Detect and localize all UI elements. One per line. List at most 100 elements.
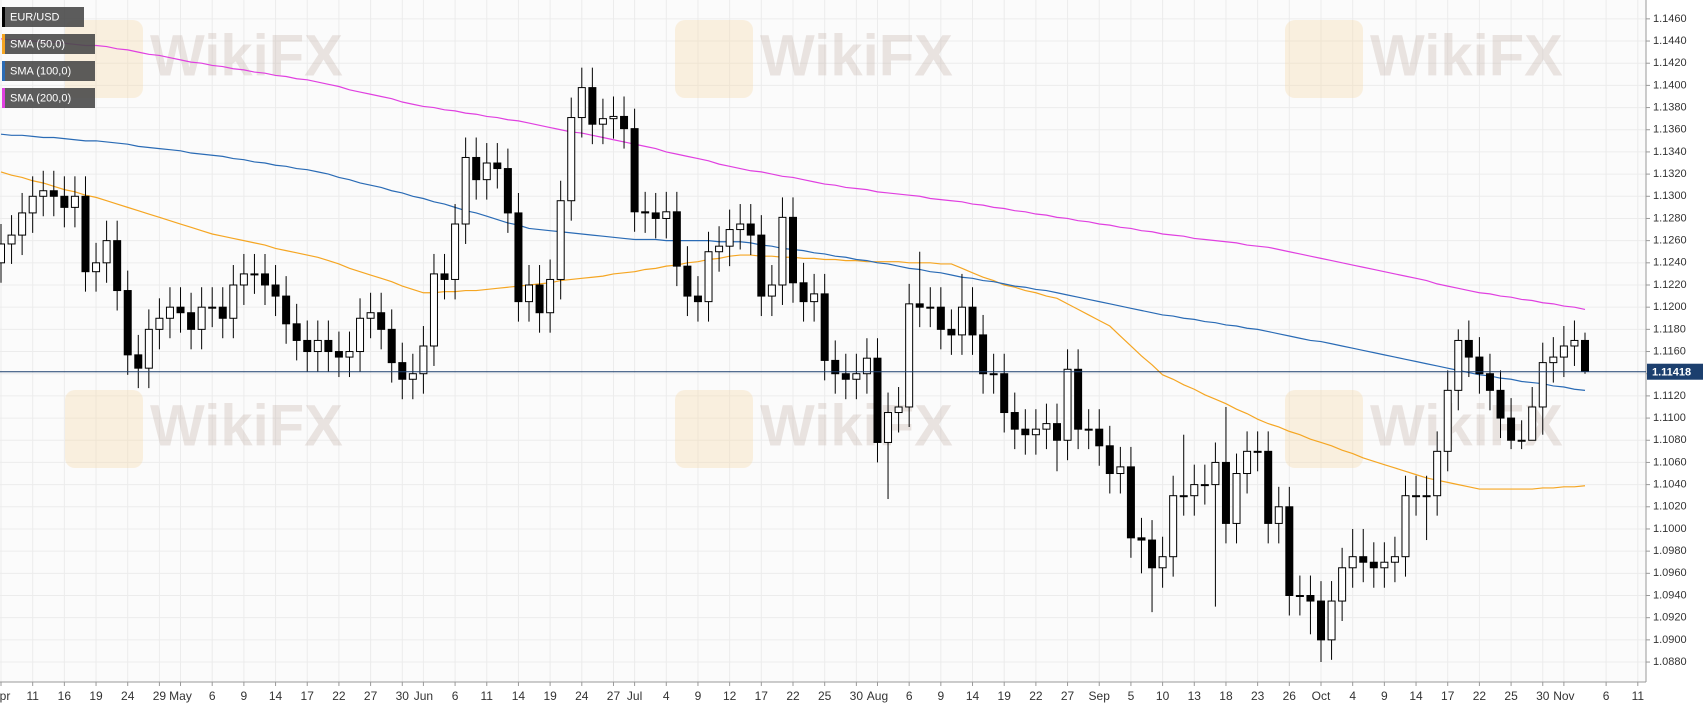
candle-body (408, 373, 417, 380)
candle-body (1380, 561, 1389, 569)
candle-body (419, 345, 428, 375)
candle-body (546, 278, 555, 314)
candle-body (1454, 339, 1463, 391)
x-tick-label: 4 (1349, 689, 1356, 703)
candle-body (197, 306, 206, 330)
candle-body (1105, 445, 1114, 475)
candle-body (683, 265, 692, 297)
x-tick-label: 22 (786, 689, 800, 703)
legend-box (2, 61, 95, 81)
watermark: WikiFX (150, 23, 343, 88)
candle-body (1443, 389, 1452, 452)
candle-body (271, 284, 280, 297)
candle-body (841, 373, 850, 380)
candle-body (1570, 339, 1579, 347)
candle-body (377, 312, 386, 330)
x-tick-label: 25 (818, 689, 832, 703)
x-tick-label: 18 (1219, 689, 1233, 703)
sma-line (0, 38, 1586, 310)
x-tick-label: 27 (364, 689, 378, 703)
candle-body (1158, 556, 1167, 569)
watermark-logo (675, 390, 753, 468)
legend-box (2, 7, 84, 27)
y-tick-label: 1.1460 (1653, 13, 1687, 25)
y-tick-label: 1.0960 (1653, 567, 1687, 579)
candle-body (1348, 556, 1357, 569)
candle-body (1327, 600, 1336, 641)
candle-body (313, 339, 322, 353)
legend-box (2, 34, 95, 54)
candle-body (1010, 412, 1019, 430)
x-tick-label: 17 (1441, 689, 1455, 703)
candle-body (1274, 506, 1283, 524)
candle-body (1253, 450, 1262, 453)
candle-body (218, 306, 227, 319)
y-tick-label: 1.1040 (1653, 479, 1687, 491)
candle-body (556, 200, 565, 280)
y-tick-label: 1.0920 (1653, 612, 1687, 624)
candle-body (1338, 567, 1347, 602)
x-tick-label: 19 (998, 689, 1012, 703)
y-tick-label: 1.1020 (1653, 501, 1687, 513)
x-tick-label: 17 (755, 689, 769, 703)
candle-body (92, 262, 101, 273)
candle-body (989, 373, 998, 376)
x-tick-label: 14 (269, 689, 283, 703)
x-tick-label: 10 (1156, 689, 1170, 703)
x-tick-label: 12 (723, 689, 737, 703)
x-tick-label: 4 (663, 689, 670, 703)
candle-body (789, 216, 797, 284)
candle-body (1485, 373, 1494, 391)
y-tick-label: 1.1420 (1653, 57, 1687, 69)
x-tick-label: 11 (1632, 689, 1645, 703)
candle-body (356, 317, 365, 353)
y-tick-label: 1.1000 (1653, 523, 1687, 535)
candle-body (915, 303, 924, 308)
candle-body (1475, 356, 1484, 375)
legend-label: EUR/USD (10, 11, 60, 23)
candle-body (1084, 428, 1093, 431)
x-tick-label: Oct (1312, 689, 1331, 703)
candle-body (1211, 461, 1220, 486)
candle-body (1464, 339, 1473, 358)
legend: EUR/USD SMA (50,0) SMA (100,0) SMA (200,0) (2, 7, 95, 108)
candle-body (165, 306, 174, 319)
x-tick-label: 23 (1251, 689, 1265, 703)
candle-body (1232, 473, 1241, 524)
x-tick-label: Apr (0, 689, 10, 703)
legend-swatch (2, 34, 5, 54)
x-tick-label: 30 (1536, 689, 1550, 703)
x-tick-label: 13 (1188, 689, 1202, 703)
legend-box (2, 88, 95, 108)
candle-body (18, 212, 27, 236)
candle-body (334, 351, 343, 358)
x-tick-label: Sep (1089, 689, 1111, 703)
candle-body (292, 323, 301, 341)
x-tick-label: 22 (1473, 689, 1487, 703)
candle-body (1285, 506, 1294, 597)
legend-label: SMA (200,0) (10, 92, 71, 104)
candle-body (588, 87, 597, 125)
candle-body (1169, 495, 1178, 558)
candle-body (609, 115, 618, 120)
candle-body (1243, 450, 1252, 475)
x-tick-label: 16 (58, 689, 72, 703)
x-tick-label: 14 (512, 689, 526, 703)
candle-body (60, 195, 69, 208)
candle-body (862, 357, 871, 375)
candle-body (1496, 389, 1505, 419)
y-tick-label: 1.1180 (1653, 323, 1686, 335)
candle-body (662, 211, 671, 219)
y-tick-label: 1.1280 (1653, 212, 1687, 224)
candle-body (905, 303, 914, 408)
candle-body (0, 243, 5, 264)
candle-body (1306, 595, 1315, 602)
y-tick-label: 1.1160 (1653, 345, 1686, 357)
candle-body (1369, 561, 1378, 569)
candle-body (715, 245, 724, 253)
candle-body (1221, 461, 1230, 524)
candle-body (1190, 484, 1199, 497)
candle-body (303, 339, 312, 353)
candle-body (134, 354, 143, 369)
